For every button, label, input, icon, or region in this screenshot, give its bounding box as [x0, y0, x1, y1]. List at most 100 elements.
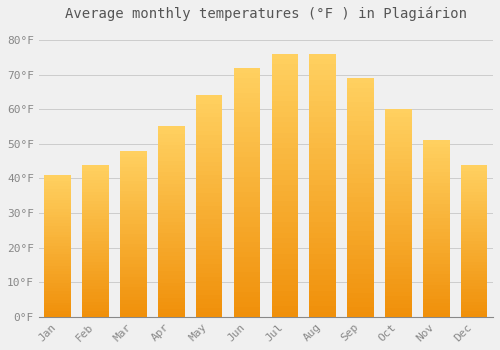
- Bar: [348, 245, 374, 250]
- Bar: [385, 121, 411, 126]
- Bar: [158, 267, 184, 271]
- Bar: [196, 166, 222, 170]
- Bar: [120, 167, 146, 170]
- Bar: [158, 176, 184, 180]
- Bar: [272, 270, 298, 275]
- Bar: [348, 231, 374, 236]
- Bar: [348, 102, 374, 107]
- Bar: [196, 255, 222, 259]
- Bar: [158, 233, 184, 237]
- Bar: [461, 271, 487, 274]
- Bar: [196, 228, 222, 233]
- Bar: [423, 239, 450, 243]
- Bar: [82, 286, 109, 289]
- Bar: [196, 246, 222, 250]
- Bar: [310, 217, 336, 222]
- Bar: [348, 92, 374, 97]
- Bar: [461, 234, 487, 238]
- Bar: [310, 196, 336, 201]
- Bar: [120, 260, 146, 264]
- Bar: [120, 277, 146, 280]
- Bar: [348, 274, 374, 279]
- Bar: [348, 307, 374, 312]
- Bar: [310, 228, 336, 233]
- Bar: [348, 279, 374, 284]
- Bar: [310, 275, 336, 280]
- Bar: [310, 212, 336, 217]
- Bar: [158, 298, 184, 302]
- Bar: [461, 219, 487, 222]
- Bar: [461, 265, 487, 268]
- Bar: [234, 167, 260, 172]
- Bar: [310, 70, 336, 75]
- Bar: [461, 304, 487, 308]
- Bar: [82, 253, 109, 256]
- Bar: [82, 299, 109, 302]
- Bar: [82, 222, 109, 225]
- Bar: [158, 313, 184, 317]
- Bar: [461, 247, 487, 250]
- Bar: [423, 296, 450, 299]
- Bar: [310, 175, 336, 180]
- Bar: [82, 168, 109, 170]
- Bar: [120, 227, 146, 230]
- Bar: [310, 96, 336, 101]
- Bar: [348, 111, 374, 116]
- Bar: [120, 234, 146, 237]
- Bar: [196, 118, 222, 122]
- Bar: [348, 178, 374, 183]
- Bar: [385, 304, 411, 308]
- Bar: [272, 148, 298, 154]
- Bar: [272, 64, 298, 70]
- Bar: [385, 113, 411, 118]
- Bar: [82, 232, 109, 235]
- Bar: [44, 277, 71, 280]
- Bar: [385, 163, 411, 167]
- Bar: [272, 201, 298, 206]
- Bar: [234, 287, 260, 292]
- Bar: [310, 91, 336, 96]
- Bar: [158, 149, 184, 153]
- Bar: [272, 138, 298, 143]
- Bar: [310, 190, 336, 196]
- Bar: [461, 293, 487, 295]
- Bar: [44, 192, 71, 195]
- Bar: [310, 290, 336, 296]
- Bar: [310, 148, 336, 154]
- Bar: [158, 244, 184, 248]
- Bar: [461, 201, 487, 204]
- Bar: [120, 177, 146, 181]
- Bar: [423, 158, 450, 161]
- Bar: [82, 219, 109, 222]
- Bar: [348, 83, 374, 88]
- Bar: [310, 54, 336, 59]
- Bar: [120, 187, 146, 190]
- Bar: [423, 172, 450, 176]
- Bar: [196, 188, 222, 193]
- Bar: [348, 188, 374, 193]
- Bar: [234, 182, 260, 187]
- Bar: [120, 207, 146, 210]
- Bar: [196, 241, 222, 246]
- Bar: [44, 263, 71, 266]
- Bar: [385, 246, 411, 250]
- Bar: [82, 164, 109, 168]
- Bar: [158, 134, 184, 138]
- Bar: [82, 308, 109, 311]
- Bar: [423, 271, 450, 274]
- Bar: [310, 296, 336, 301]
- Bar: [120, 257, 146, 260]
- Bar: [120, 224, 146, 227]
- Bar: [234, 72, 260, 78]
- Bar: [310, 206, 336, 212]
- Bar: [82, 302, 109, 304]
- Bar: [82, 238, 109, 241]
- Bar: [82, 314, 109, 317]
- Bar: [310, 285, 336, 290]
- Bar: [158, 218, 184, 222]
- Bar: [120, 174, 146, 177]
- Bar: [423, 197, 450, 200]
- Bar: [120, 280, 146, 284]
- Bar: [461, 286, 487, 289]
- Bar: [423, 161, 450, 165]
